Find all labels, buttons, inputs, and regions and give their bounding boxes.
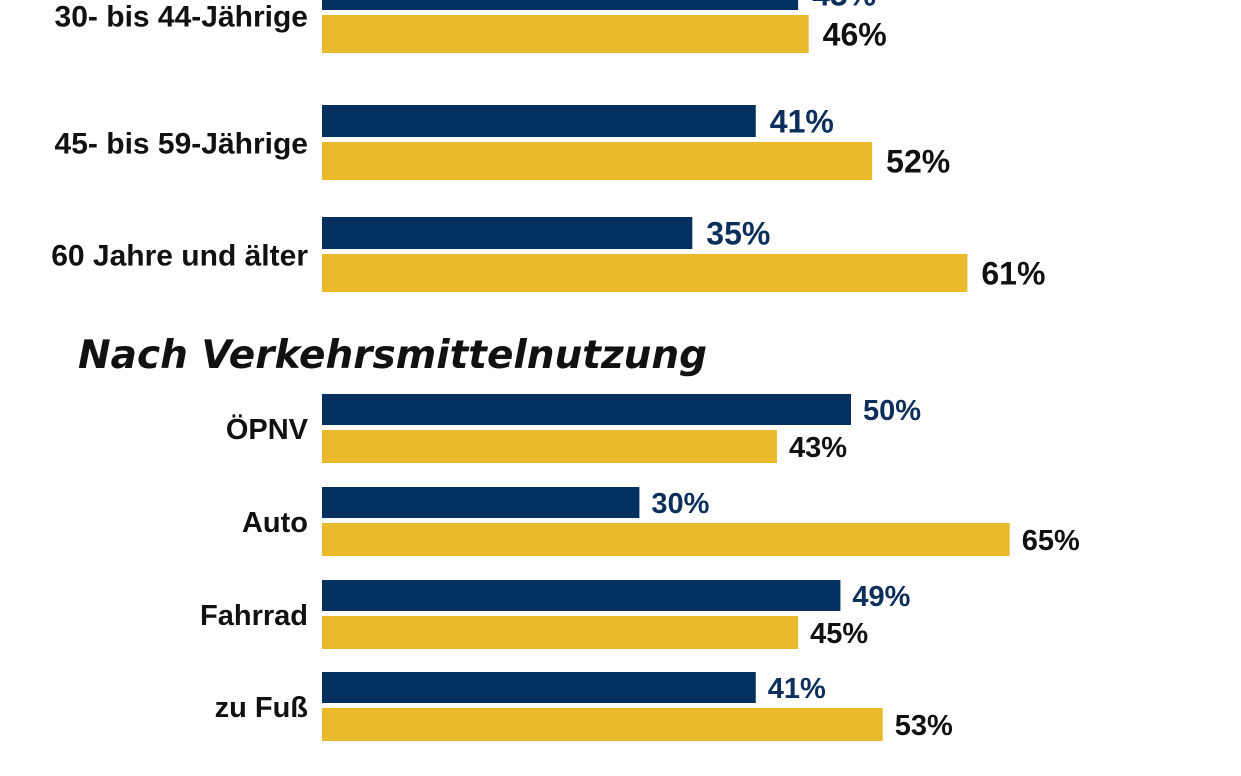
bar-30-bis-44-jaehrige-b	[322, 15, 809, 53]
category-label-zu-fuss: zu Fuß	[215, 692, 308, 724]
value-label-zu-fuss-a: 41%	[768, 673, 826, 705]
category-label-30-bis-44-jaehrige: 30- bis 44-Jährige	[55, 0, 308, 33]
category-label-45-bis-59-jaehrige: 45- bis 59-Jährige	[55, 127, 308, 160]
section-title-verkehrsmittel: Nach Verkehrsmittelnutzung	[78, 333, 707, 378]
value-label-45-bis-59-jaehrige-b: 52%	[886, 144, 950, 180]
value-label-auto-a: 30%	[651, 488, 709, 520]
value-label-oepnv-b: 43%	[789, 432, 847, 464]
bar-60-jahre-und-aelter-a	[322, 217, 693, 249]
value-label-fahrrad-a: 49%	[852, 581, 910, 613]
bar-oepnv-a	[322, 394, 851, 425]
bar-zu-fuss-a	[322, 672, 756, 703]
category-label-60-jahre-und-aelter: 60 Jahre und älter	[51, 239, 308, 272]
value-label-fahrrad-b: 45%	[810, 618, 868, 650]
value-label-45-bis-59-jaehrige-a: 41%	[770, 104, 834, 140]
value-label-auto-b: 65%	[1022, 525, 1080, 557]
value-label-30-bis-44-jaehrige-b: 46%	[823, 17, 887, 53]
bar-30-bis-44-jaehrige-a	[322, 0, 799, 10]
value-label-zu-fuss-b: 53%	[895, 710, 953, 742]
value-label-oepnv-a: 50%	[863, 395, 921, 427]
bar-60-jahre-und-aelter-b	[322, 254, 968, 292]
value-label-60-jahre-und-aelter-a: 35%	[706, 216, 770, 252]
bar-oepnv-b	[322, 430, 777, 463]
bar-45-bis-59-jaehrige-a	[322, 105, 756, 137]
value-label-30-bis-44-jaehrige-a: 45%	[812, 0, 876, 13]
bar-zu-fuss-b	[322, 708, 883, 741]
category-label-oepnv: ÖPNV	[226, 413, 309, 446]
category-label-auto: Auto	[242, 507, 308, 539]
bar-auto-b	[322, 523, 1010, 556]
bar-45-bis-59-jaehrige-b	[322, 142, 873, 180]
bar-fahrrad-b	[322, 616, 799, 649]
category-label-fahrrad: Fahrrad	[200, 600, 308, 632]
value-label-60-jahre-und-aelter-b: 61%	[981, 256, 1045, 292]
bar-auto-a	[322, 487, 640, 518]
bar-fahrrad-a	[322, 580, 841, 611]
